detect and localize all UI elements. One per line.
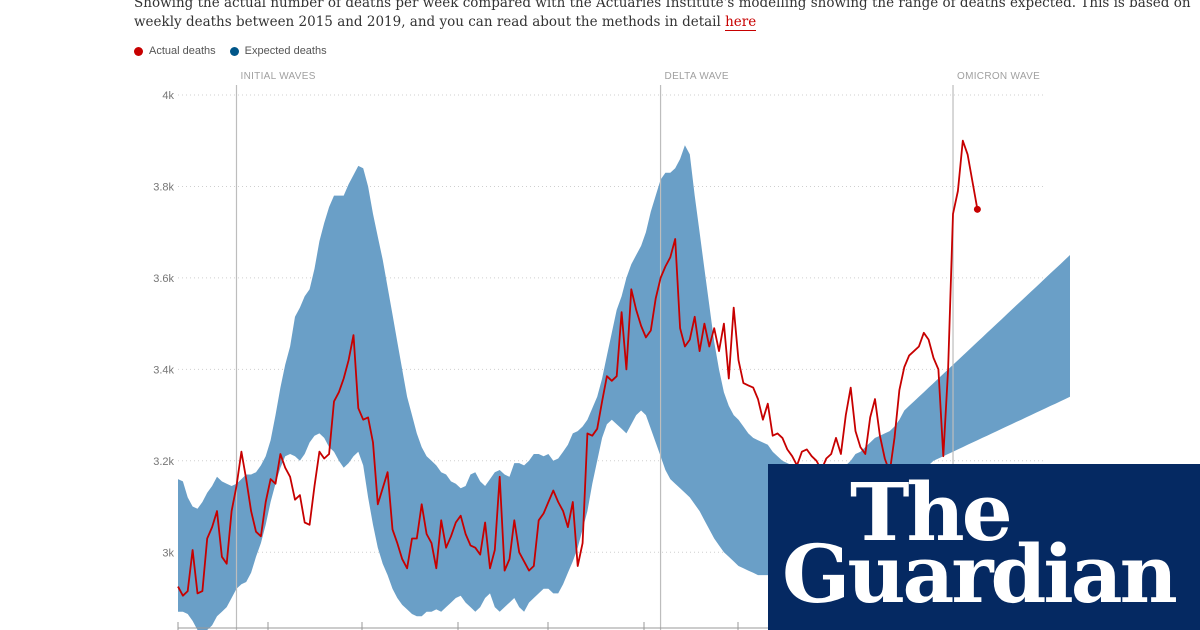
- chart-legend: Actual deaths Expected deaths: [134, 43, 341, 59]
- wave-marker-label: OMICRON WAVE: [957, 71, 1040, 82]
- legend-item-expected: Expected deaths: [229, 45, 327, 57]
- legend-label-expected: Expected deaths: [244, 45, 327, 57]
- y-tick-label: 3.6k: [153, 273, 174, 285]
- legend-swatch-expected: [229, 46, 239, 56]
- y-tick-label: 4k: [162, 90, 174, 102]
- actual-deaths-latest-point: [973, 205, 981, 213]
- y-tick-label: 3k: [162, 547, 174, 559]
- logo-line-the: The: [850, 465, 1013, 559]
- wave-marker-label: DELTA WAVE: [665, 71, 729, 82]
- legend-item-actual: Actual deaths: [134, 45, 216, 57]
- y-tick-label: 3.2k: [153, 456, 174, 468]
- wave-marker-label: INITIAL WAVES: [240, 71, 315, 82]
- y-tick-label: 3.4k: [153, 364, 174, 376]
- logo-line-guardian: Guardian: [782, 527, 1178, 621]
- chart-subtitle: Showing the actual number of deaths per …: [134, 0, 1194, 32]
- methods-link[interactable]: here: [725, 14, 757, 31]
- legend-label-actual: Actual deaths: [149, 45, 216, 57]
- actual-deaths-line: [177, 139, 979, 597]
- actual-deaths-line-layer: [177, 139, 981, 597]
- subtitle-text: Showing the actual number of deaths per …: [134, 0, 1191, 30]
- y-tick-label: 3.8k: [153, 181, 174, 193]
- wave-annotations: INITIAL WAVES DELTA WAVE OMICRON WAVE: [235, 71, 1040, 630]
- legend-swatch-actual: [134, 46, 143, 56]
- guardian-logo: The Guardian: [768, 464, 1200, 630]
- y-axis-ticks: 3k 3.2k 3.4k 3.6k 3.8k 4k: [153, 90, 174, 559]
